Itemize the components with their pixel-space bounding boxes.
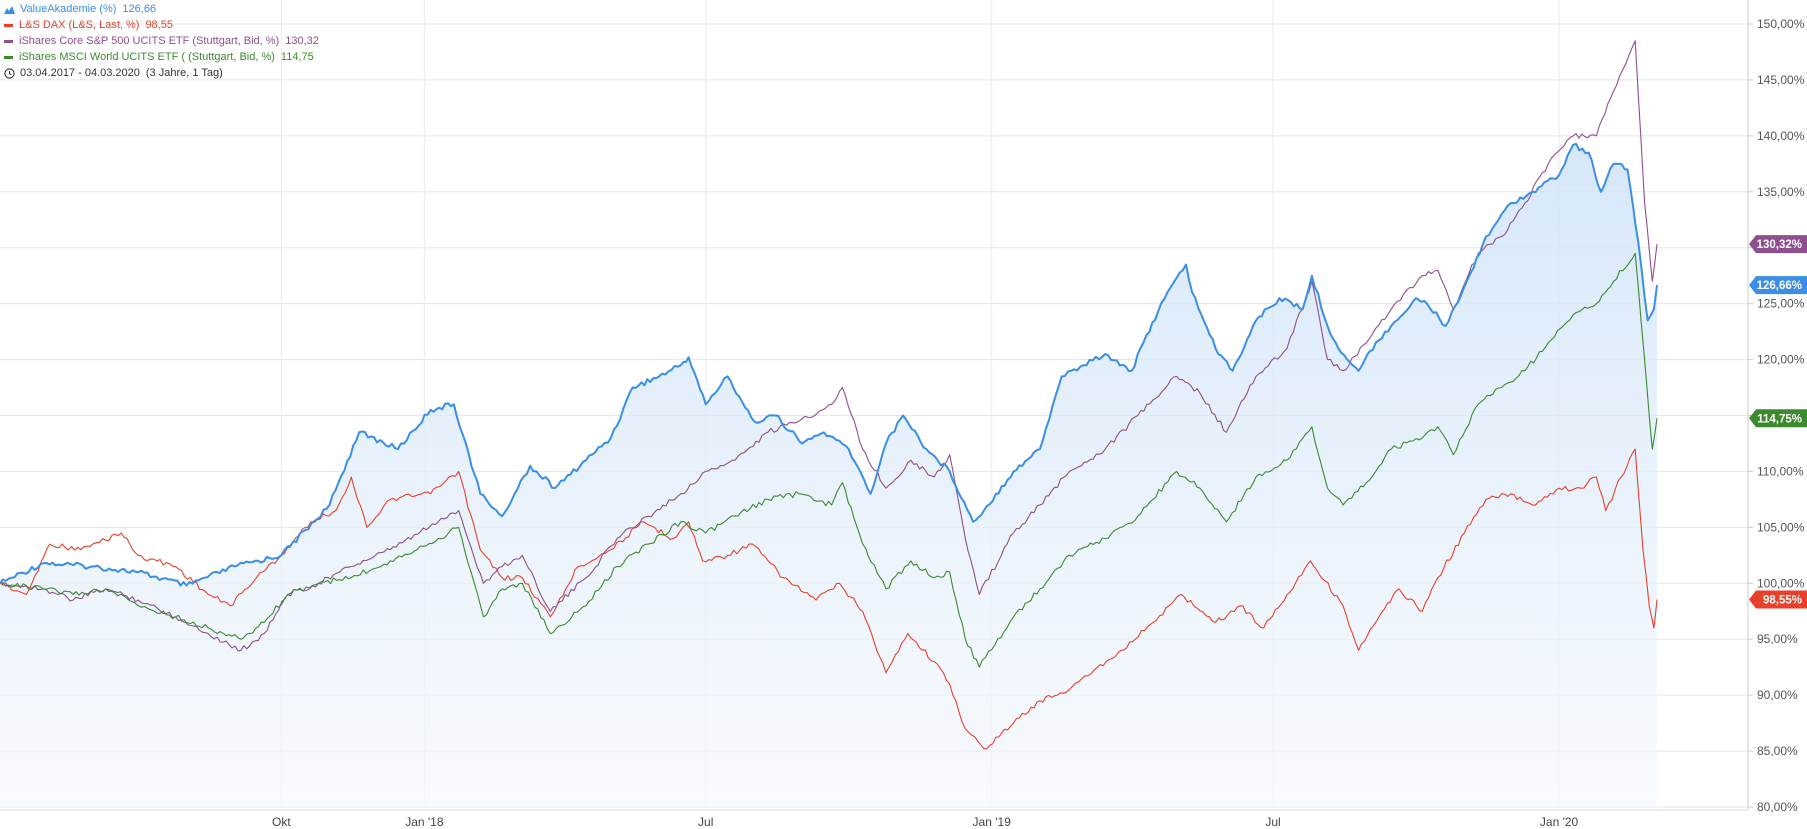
y-tick-label: 135,00% (1757, 185, 1805, 199)
legend-series-name: iShares MSCI World UCITS ETF ( (Stuttgar… (19, 51, 275, 63)
series-line-2 (0, 40, 1658, 652)
y-tick-label: 105,00% (1757, 520, 1805, 534)
series-line-1 (0, 448, 1658, 750)
y-tick-label: 100,00% (1757, 576, 1805, 590)
y-tick-label: 90,00% (1757, 688, 1798, 702)
y-tick-label: 140,00% (1757, 129, 1805, 143)
legend-series-value: 114,75 (280, 51, 314, 63)
x-tick-label: Jul (698, 815, 713, 829)
date-range-text: 03.04.2017 - 04.03.2020 (20, 67, 140, 79)
y-tick-label: 80,00% (1757, 800, 1798, 814)
series-line-3 (0, 252, 1658, 668)
line-swatch-icon (4, 39, 13, 43)
legend-series-name: iShares Core S&P 500 UCITS ETF (Stuttgar… (19, 35, 280, 47)
x-tick-label: Jan '19 (973, 815, 1012, 829)
legend-series-value: 130,32 (285, 35, 319, 47)
end-badge-shape (1749, 409, 1807, 428)
legend-item-valueakademie[interactable]: ValueAkademie (%) 126,66 (4, 1, 319, 17)
series-line-0 (0, 142, 1658, 587)
end-badge-shape (1749, 235, 1807, 254)
date-range-duration: (3 Jahre, 1 Tag) (145, 67, 223, 79)
y-tick-label: 145,00% (1757, 73, 1805, 87)
y-tick-label: 120,00% (1757, 353, 1805, 367)
series-area-valueakademie (0, 143, 1657, 808)
end-value-badge: 114,75% (1749, 409, 1807, 428)
end-badge-label: 98,55% (1763, 595, 1802, 607)
x-tick-label: Jan '20 (1540, 815, 1579, 829)
legend-series-name: L&S DAX (L&S, Last, %) (19, 19, 140, 31)
legend-series-value: 98,55 (145, 19, 173, 31)
chart-legend: ValueAkademie (%) 126,66 L&S DAX (L&S, L… (4, 1, 319, 81)
end-badge-label: 126,66% (1757, 280, 1802, 292)
y-tick-label: 110,00% (1757, 464, 1804, 478)
line-swatch-icon (4, 23, 13, 27)
y-tick-label: 95,00% (1757, 632, 1798, 646)
legend-date-range[interactable]: 03.04.2017 - 04.03.2020 (3 Jahre, 1 Tag) (4, 65, 319, 81)
clock-icon (4, 67, 15, 79)
legend-item-msci-world[interactable]: iShares MSCI World UCITS ETF ( (Stuttgar… (4, 49, 319, 65)
chart-end-badges: 126,66% 98,55% 130,32% 114,75% (1749, 235, 1807, 609)
x-tick-label: Okt (272, 815, 291, 829)
end-value-badge: 98,55% (1749, 590, 1807, 609)
end-badge-shape (1749, 590, 1807, 609)
legend-item-sp500[interactable]: iShares Core S&P 500 UCITS ETF (Stuttgar… (4, 33, 319, 49)
legend-item-dax[interactable]: L&S DAX (L&S, Last, %) 98,55 (4, 17, 319, 33)
line-swatch-icon (4, 55, 13, 59)
end-badge-label: 114,75% (1757, 413, 1802, 425)
x-tick-label: Jan '18 (405, 815, 444, 829)
x-tick-label: Jul (1265, 815, 1280, 829)
y-tick-label: 150,00% (1757, 17, 1805, 31)
end-badge-label: 130,32% (1757, 239, 1802, 251)
chart-lines-layer (0, 40, 1658, 750)
chart-area-layer (0, 143, 1657, 808)
y-tick-label: 125,00% (1757, 297, 1805, 311)
y-tick-label: 85,00% (1757, 744, 1798, 758)
legend-series-value: 126,66 (122, 3, 157, 15)
area-series-icon (4, 5, 15, 14)
end-badge-shape (1749, 276, 1807, 295)
legend-series-name: ValueAkademie (%) (20, 3, 117, 15)
end-value-badge: 130,32% (1749, 235, 1807, 254)
end-value-badge: 126,66% (1749, 276, 1807, 295)
